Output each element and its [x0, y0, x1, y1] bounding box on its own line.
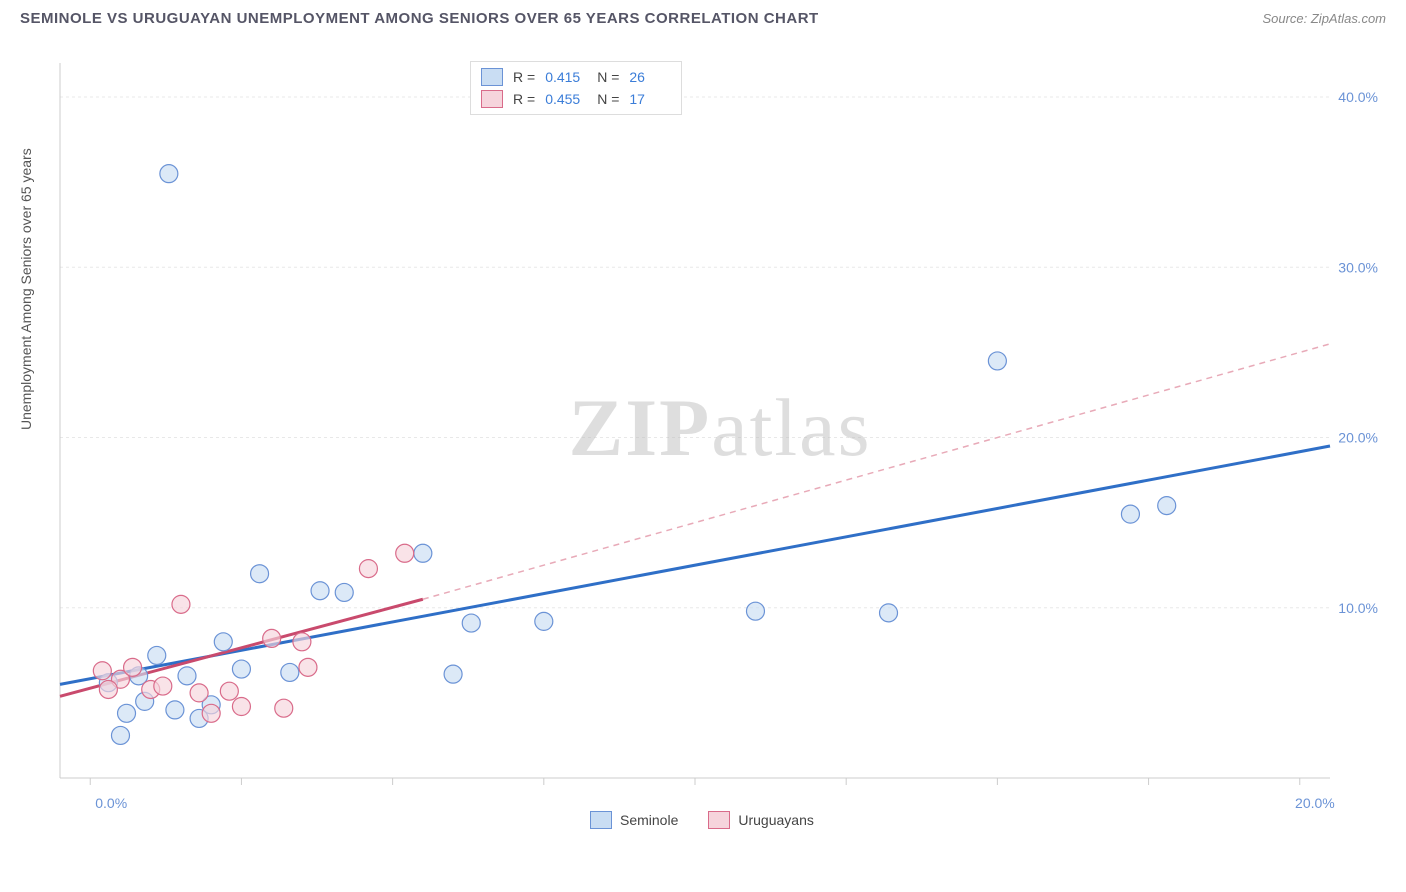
- legend-label: Seminole: [620, 812, 678, 828]
- n-label: N =: [597, 91, 619, 107]
- chart-area: 10.0%20.0%30.0%40.0%0.0%20.0% ZIPatlas R…: [50, 58, 1390, 828]
- svg-text:20.0%: 20.0%: [1295, 795, 1335, 811]
- legend-swatch-seminole: [590, 811, 612, 829]
- r-value: 0.415: [545, 69, 587, 85]
- svg-text:40.0%: 40.0%: [1338, 89, 1378, 105]
- source-label: Source: ZipAtlas.com: [1262, 11, 1386, 26]
- svg-text:20.0%: 20.0%: [1338, 430, 1378, 446]
- swatch-seminole: [481, 68, 503, 86]
- r-value: 0.455: [545, 91, 587, 107]
- n-value: 26: [629, 69, 671, 85]
- stat-row-uruguayans: R = 0.455 N = 17: [481, 88, 671, 110]
- legend-item-seminole: Seminole: [590, 811, 678, 829]
- r-label: R =: [513, 69, 535, 85]
- chart-title: SEMINOLE VS URUGUAYAN UNEMPLOYMENT AMONG…: [20, 10, 819, 27]
- stat-legend: R = 0.415 N = 26 R = 0.455 N = 17: [470, 61, 682, 115]
- y-axis-label: Unemployment Among Seniors over 65 years: [18, 148, 34, 430]
- n-value: 17: [629, 91, 671, 107]
- svg-text:10.0%: 10.0%: [1338, 600, 1378, 616]
- legend-label: Uruguayans: [738, 812, 814, 828]
- r-label: R =: [513, 91, 535, 107]
- legend-swatch-uruguayans: [708, 811, 730, 829]
- svg-text:30.0%: 30.0%: [1338, 259, 1378, 275]
- scatter-plot: 10.0% 20.0% 30.0% 40.0% 0.0% 20.0%: [50, 58, 1390, 828]
- legend-item-uruguayans: Uruguayans: [708, 811, 814, 829]
- swatch-uruguayans: [481, 90, 503, 108]
- series-legend: Seminole Uruguayans: [590, 811, 814, 829]
- svg-text:0.0%: 0.0%: [95, 795, 127, 811]
- stat-row-seminole: R = 0.415 N = 26: [481, 66, 671, 88]
- n-label: N =: [597, 69, 619, 85]
